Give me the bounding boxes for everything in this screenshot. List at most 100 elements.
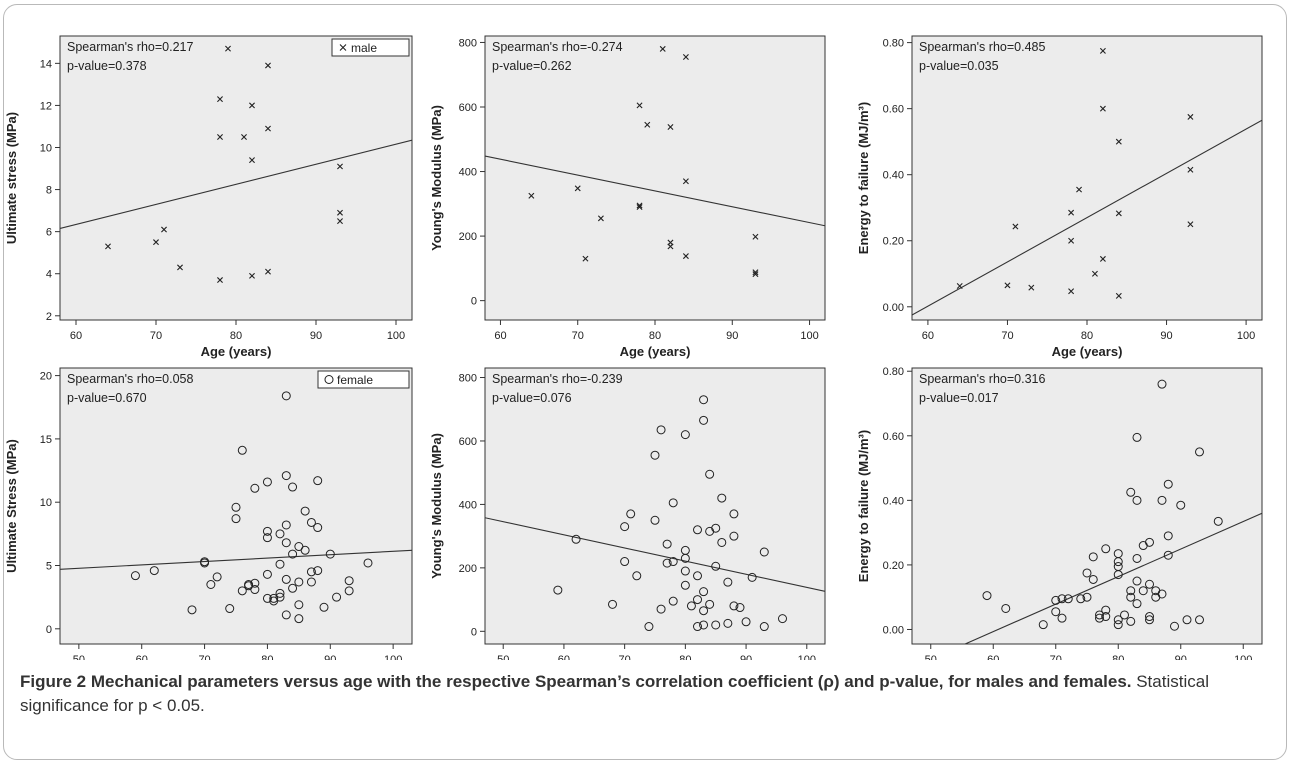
data-point [711, 561, 721, 571]
x-tick-label: 60 [558, 654, 570, 660]
x-tick-label: 70 [572, 330, 584, 342]
legend-box [331, 38, 410, 57]
y-tick-label: 200 [459, 231, 477, 243]
chart-panel-5: 50607080901000200400600800Age (years)You… [429, 367, 826, 660]
data-point [319, 602, 329, 612]
data-point [711, 620, 721, 630]
data-point [659, 45, 666, 52]
data-point [1163, 479, 1173, 489]
data-point [1038, 620, 1048, 630]
x-tick-label: 100 [1237, 330, 1255, 342]
data-point [741, 617, 751, 627]
data-point [571, 534, 581, 544]
data-point [1113, 620, 1123, 630]
data-point [325, 549, 335, 559]
x-tick-label: 80 [1112, 654, 1124, 660]
x-tick-label: 100 [1234, 654, 1252, 660]
chart-panel-3: 60 70 80 90 100 0.00 0.20 0.40 0.60 0.80 Age (year… [856, 35, 1263, 359]
data-point [1057, 613, 1067, 623]
data-point [705, 469, 715, 479]
data-point [1088, 574, 1098, 584]
data-point [1095, 613, 1104, 623]
data-point [249, 102, 255, 109]
data-point [1132, 495, 1142, 505]
data-point [1115, 292, 1122, 299]
y-tick-label: 0 [471, 626, 477, 638]
data-point [644, 121, 651, 128]
data-point [265, 268, 271, 275]
data-point [1101, 612, 1111, 622]
data-point [281, 391, 291, 401]
stat-annotation: Spearman's rho=0.217 [67, 40, 193, 54]
data-point [1068, 209, 1075, 216]
data-point [956, 282, 963, 289]
data-point [237, 445, 247, 455]
x-tick-label: 90 [726, 330, 738, 342]
data-point [626, 509, 636, 519]
data-point [1001, 603, 1011, 613]
data-point [735, 603, 745, 613]
stat-annotation: p-value=0.670 [67, 391, 147, 405]
y-axis-label: Ultimate stress (MPa) [4, 112, 19, 244]
y-tick-label: 10 [40, 142, 52, 154]
data-point [705, 599, 715, 609]
data-point [699, 606, 709, 616]
data-point [1170, 621, 1179, 631]
data-point [1099, 105, 1106, 112]
chart-panel-4: 506070809010005101520Age (years)Ultimate… [4, 367, 413, 660]
regression-line [964, 512, 1262, 644]
data-point [281, 610, 291, 620]
x-tick-label: 60 [987, 654, 999, 660]
y-tick-label: 0.00 [883, 302, 904, 314]
y-tick-label: 600 [459, 102, 477, 114]
data-point [1145, 579, 1154, 589]
data-point [656, 425, 666, 435]
data-point [759, 547, 769, 557]
data-point [265, 125, 271, 132]
data-point [344, 586, 354, 596]
data-point [206, 579, 216, 589]
data-point [177, 264, 183, 271]
data-point [1120, 610, 1129, 620]
data-point [717, 493, 727, 503]
x-axis-label: Age (years) [620, 344, 691, 359]
data-point [1132, 599, 1142, 609]
y-tick-label: 0.80 [883, 366, 904, 378]
x-tick-label: 80 [261, 654, 273, 660]
plot-area [59, 367, 413, 645]
data-point [650, 515, 660, 525]
x-axis-label: Age (years) [1052, 344, 1123, 359]
plot-area [484, 367, 826, 645]
data-point [294, 600, 304, 610]
x-tick-label: 50 [73, 654, 85, 660]
data-point [1187, 166, 1194, 173]
data-point [699, 415, 709, 425]
stat-annotation: Spearman's rho=-0.274 [492, 40, 623, 54]
data-point [249, 272, 255, 279]
data-point [1099, 47, 1106, 54]
x-tick-label: 60 [70, 330, 82, 342]
data-point [1115, 210, 1122, 217]
data-point [686, 601, 696, 611]
data-point [1213, 516, 1223, 526]
y-tick-label: 0.60 [883, 104, 904, 116]
data-point [275, 559, 285, 569]
data-point [1163, 531, 1173, 541]
y-tick-label: 14 [40, 58, 52, 70]
data-point [288, 583, 298, 593]
y-tick-label: 0.00 [883, 624, 904, 636]
y-axis-label: Ultimate Stress (MPa) [4, 439, 19, 573]
data-point [752, 233, 759, 240]
data-point [752, 271, 759, 278]
data-point [682, 178, 689, 185]
stat-annotation: Spearman's rho=0.058 [67, 372, 193, 386]
y-tick-label: 0 [46, 624, 52, 636]
data-point [1145, 537, 1154, 547]
plot-area [911, 367, 1263, 645]
y-axis-label: Energy to failure (MJ/m³) [856, 102, 871, 254]
data-point [682, 253, 689, 260]
data-point [752, 269, 759, 276]
x-tick-label: 90 [310, 330, 322, 342]
y-tick-label: 800 [459, 37, 477, 49]
stat-annotation: p-value=0.378 [67, 59, 147, 73]
